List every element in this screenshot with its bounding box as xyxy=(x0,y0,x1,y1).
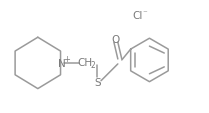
Text: +: + xyxy=(63,55,70,64)
Text: O: O xyxy=(112,35,120,45)
Text: N: N xyxy=(58,58,65,68)
Text: 2: 2 xyxy=(91,61,96,70)
Text: ⁻: ⁻ xyxy=(142,9,147,18)
Text: S: S xyxy=(95,77,101,87)
Text: Cl: Cl xyxy=(133,11,143,21)
Text: CH: CH xyxy=(78,57,93,67)
